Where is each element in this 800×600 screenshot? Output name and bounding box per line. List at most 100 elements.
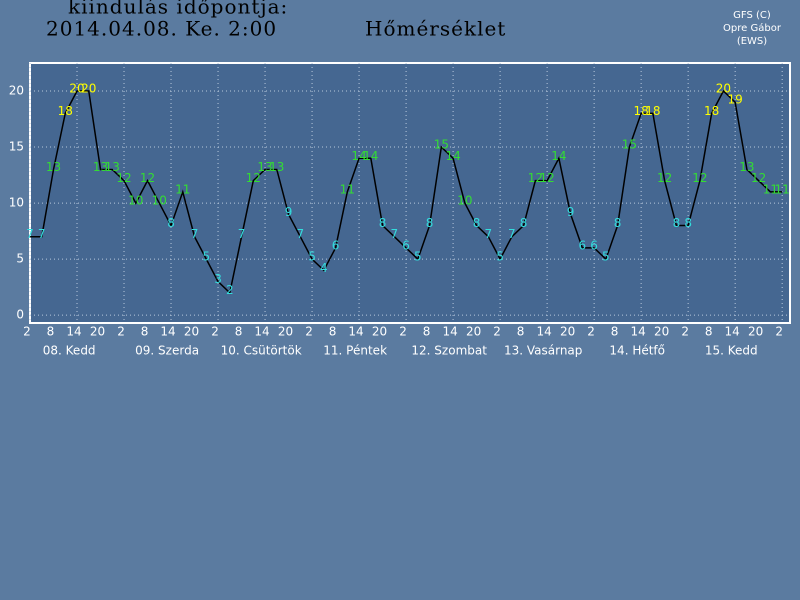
- x-tick-label: 2: [117, 325, 125, 339]
- value-label: 10: [152, 194, 167, 208]
- x-tick-label: 20: [184, 325, 199, 339]
- value-label: 7: [485, 227, 493, 241]
- value-label: 12: [751, 171, 766, 185]
- value-label: 13: [105, 160, 120, 174]
- x-tick-label: 20: [372, 325, 387, 339]
- value-label: 13: [257, 160, 272, 174]
- day-label: 13. Vasárnap: [504, 344, 582, 358]
- x-tick-label: 2: [399, 325, 407, 339]
- value-label: 8: [614, 216, 622, 230]
- header-line1: kiindulás időpontja:: [68, 0, 288, 19]
- value-label: 6: [590, 238, 598, 252]
- plot-area: [29, 62, 791, 324]
- value-label: 12: [116, 171, 131, 185]
- x-tick-label: 14: [442, 325, 457, 339]
- x-tick-label: 8: [423, 325, 431, 339]
- value-label: 20: [69, 82, 84, 96]
- value-label: 11: [775, 182, 790, 196]
- x-tick-label: 14: [630, 325, 645, 339]
- x-tick-label: 8: [141, 325, 149, 339]
- value-label: 12: [692, 171, 707, 185]
- value-label: 12: [657, 171, 672, 185]
- value-label: 8: [167, 216, 175, 230]
- value-label: 8: [426, 216, 434, 230]
- x-tick-label: 8: [611, 325, 619, 339]
- value-label: 14: [351, 149, 366, 163]
- value-label: 5: [496, 250, 504, 264]
- x-tick-label: 8: [47, 325, 55, 339]
- value-label: 15: [622, 138, 637, 152]
- value-label: 7: [238, 227, 246, 241]
- value-label: 19: [728, 93, 743, 107]
- data-line: [30, 89, 783, 295]
- x-tick-label: 8: [329, 325, 337, 339]
- day-label: 08. Kedd: [43, 344, 96, 358]
- value-label: 7: [296, 227, 304, 241]
- value-label: 12: [246, 171, 261, 185]
- value-label: 13: [739, 160, 754, 174]
- x-tick-label: 14: [725, 325, 740, 339]
- value-label: 8: [473, 216, 481, 230]
- x-tick-label: 14: [348, 325, 363, 339]
- y-tick-label: 0: [16, 308, 24, 322]
- y-tick-label: 15: [9, 140, 24, 154]
- value-label: 15: [434, 138, 449, 152]
- value-label: 2: [226, 283, 234, 297]
- x-tick-label: 20: [90, 325, 105, 339]
- value-label: 12: [528, 171, 543, 185]
- value-label: 9: [567, 205, 575, 219]
- value-label: 14: [551, 149, 566, 163]
- value-label: 11: [340, 182, 355, 196]
- value-label: 8: [684, 216, 692, 230]
- day-label: 09. Szerda: [135, 344, 199, 358]
- day-label: 14. Hétfő: [609, 344, 665, 358]
- day-label: 15. Kedd: [705, 344, 758, 358]
- value-label: 18: [633, 104, 648, 118]
- value-label: 13: [269, 160, 284, 174]
- header-line2: 2014.04.08. Ke. 2:00: [46, 17, 277, 41]
- credit: GFS (C): [733, 10, 771, 21]
- value-label: 20: [81, 82, 96, 96]
- x-tick-label: 2: [23, 325, 31, 339]
- day-label: 12. Szombat: [411, 344, 487, 358]
- x-tick-label: 2: [775, 325, 783, 339]
- x-tick-label: 2: [681, 325, 689, 339]
- x-tick-label: 20: [560, 325, 575, 339]
- value-label: 18: [645, 104, 660, 118]
- value-label: 14: [445, 149, 460, 163]
- day-label: 11. Péntek: [323, 344, 387, 358]
- x-tick-label: 8: [235, 325, 243, 339]
- value-label: 11: [763, 182, 778, 196]
- y-tick-label: 5: [16, 252, 24, 266]
- value-label: 10: [128, 194, 143, 208]
- value-label: 7: [191, 227, 199, 241]
- value-label: 8: [379, 216, 387, 230]
- x-tick-label: 20: [748, 325, 763, 339]
- value-label: 3: [214, 272, 222, 286]
- value-label: 7: [26, 227, 34, 241]
- day-label: 10. Csütörtök: [221, 344, 302, 358]
- value-label: 6: [402, 238, 410, 252]
- credit: Opre Gábor: [723, 22, 782, 34]
- x-tick-label: 14: [66, 325, 81, 339]
- value-label: 13: [46, 160, 61, 174]
- value-label: 12: [539, 171, 554, 185]
- y-tick-label: 20: [9, 84, 24, 98]
- value-label: 20: [716, 82, 731, 96]
- value-label: 14: [363, 149, 378, 163]
- value-label: 6: [579, 238, 587, 252]
- x-tick-label: 2: [305, 325, 313, 339]
- value-label: 5: [202, 250, 210, 264]
- value-label: 12: [140, 171, 155, 185]
- value-label: 8: [520, 216, 528, 230]
- x-tick-label: 14: [254, 325, 269, 339]
- value-label: 18: [704, 104, 719, 118]
- value-label: 13: [93, 160, 108, 174]
- value-label: 8: [673, 216, 681, 230]
- value-label: 10: [457, 194, 472, 208]
- x-tick-label: 14: [160, 325, 175, 339]
- value-label: 5: [414, 250, 422, 264]
- x-tick-label: 20: [654, 325, 669, 339]
